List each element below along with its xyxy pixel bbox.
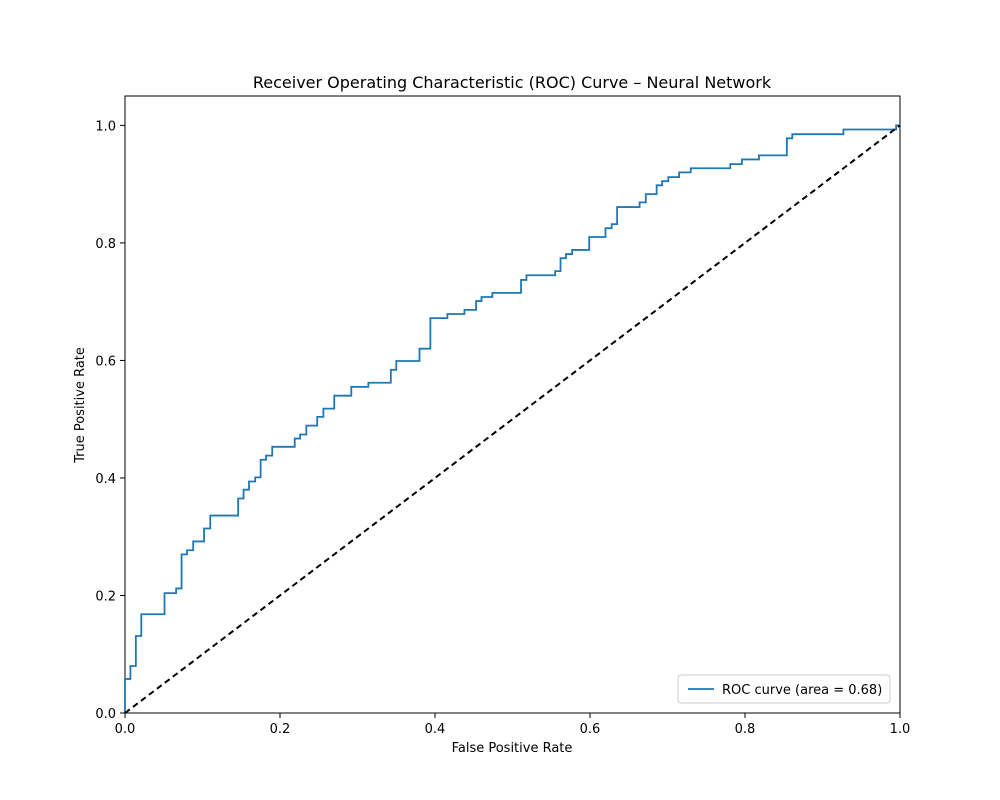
y-tick-label: 0.6 bbox=[95, 354, 116, 369]
x-tick-label: 0.4 bbox=[425, 722, 446, 737]
x-tick-label: 0.8 bbox=[735, 722, 756, 737]
plot-area: 0.0 0.2 0.4 0.6 0.8 1.0 0.0 0.2 0.4 0.6 0.8 1.0 ROC … bbox=[95, 95, 911, 737]
legend-label: ROC curve (area = 0.68) bbox=[722, 683, 882, 698]
x-tick-label: 0.6 bbox=[580, 722, 601, 737]
roc-curve-line bbox=[124, 124, 900, 713]
legend-box bbox=[677, 674, 891, 704]
chart-title: Receiver Operating Characteristic (ROC) … bbox=[253, 73, 772, 92]
y-tick-label: 0.2 bbox=[95, 589, 116, 604]
plot-frame bbox=[124, 95, 901, 714]
x-tick-label: 1.0 bbox=[890, 722, 911, 737]
y-tick-label: 0.0 bbox=[95, 707, 116, 722]
y-tick-label: 1.0 bbox=[95, 119, 116, 134]
x-axis-label: False Positive Rate bbox=[452, 741, 573, 756]
y-axis-label: True Positive Rate bbox=[73, 347, 88, 464]
y-tick-label: 0.8 bbox=[95, 237, 116, 252]
y-tick-label: 0.4 bbox=[95, 472, 116, 487]
x-tick-label: 0.0 bbox=[115, 722, 136, 737]
chance-diagonal-line bbox=[124, 124, 901, 714]
x-tick-label: 0.2 bbox=[270, 722, 291, 737]
